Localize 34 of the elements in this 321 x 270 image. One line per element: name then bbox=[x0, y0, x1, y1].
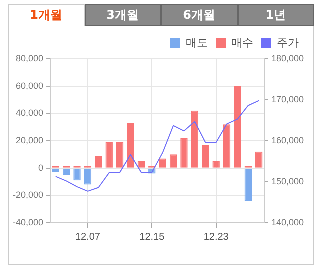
x-tick-label: 12.15 bbox=[140, 232, 166, 243]
text: 1개월 bbox=[8, 4, 84, 26]
y-tick-label: 20,000 bbox=[16, 135, 44, 146]
y2-tick-label: 170,000 bbox=[271, 94, 304, 104]
bar bbox=[170, 154, 178, 168]
legend-label: 주가 bbox=[277, 36, 299, 50]
legend-label: 매수 bbox=[232, 36, 254, 50]
y-tick-label: -20,000 bbox=[12, 190, 44, 200]
y-tick-label: 80,000 bbox=[16, 53, 44, 64]
y-tick-label: 0 bbox=[38, 162, 44, 173]
x-tick-label: 12.23 bbox=[204, 232, 230, 243]
bar bbox=[244, 168, 252, 202]
x-tick-label: 12.07 bbox=[75, 232, 101, 243]
y2-tick-label: 180,000 bbox=[271, 53, 304, 64]
y2-tick-label: 160,000 bbox=[271, 135, 304, 146]
text: 1년 bbox=[238, 4, 314, 26]
text: 6개월 bbox=[161, 4, 238, 26]
y2-tick-label: 140,000 bbox=[271, 217, 304, 228]
bar bbox=[223, 124, 231, 168]
bar bbox=[256, 152, 263, 168]
bar bbox=[191, 110, 199, 168]
bar bbox=[106, 142, 113, 168]
bar bbox=[84, 168, 92, 185]
y-tick-label: 60,000 bbox=[16, 80, 44, 91]
y-tick-label: -40,000 bbox=[12, 217, 44, 228]
bar bbox=[180, 138, 188, 168]
text: 3개월 bbox=[84, 4, 161, 26]
y-tick-label: 40,000 bbox=[16, 108, 44, 118]
bar bbox=[234, 86, 242, 168]
bar bbox=[202, 145, 210, 168]
y2-tick-label: 150,000 bbox=[271, 176, 304, 186]
bar bbox=[116, 142, 124, 168]
bar bbox=[52, 168, 60, 172]
legend-label: 매도 bbox=[186, 36, 208, 50]
